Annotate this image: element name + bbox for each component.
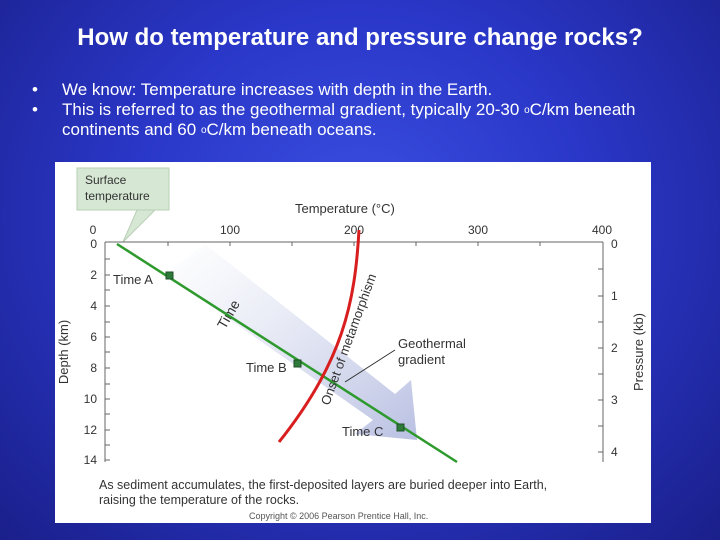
bullet-list: • We know: Temperature increases with de… [32,80,702,140]
depth-tick-label: 0 [90,237,97,251]
depth-tick-label: 8 [90,361,97,375]
depth-tick-label: 2 [90,268,97,282]
diagram-svg: Surface temperature Temperature (°C) 0 1… [56,167,646,521]
pressure-tick-label: 3 [611,393,618,407]
figure-panel: Surface temperature Temperature (°C) 0 1… [55,162,651,523]
pressure-axis-label: Pressure (kb) [631,313,646,391]
temp-tick-label: 100 [220,223,240,237]
callout-line-1: Surface [85,173,127,187]
point-time-a-marker [165,271,174,280]
bullet-text: We know: Temperature increases with dept… [62,80,493,99]
depth-tick-label: 6 [90,330,97,344]
temp-tick-label: 200 [344,223,364,237]
point-time-a-label: Time A [113,272,153,287]
caption-line-2: raising the temperature of the rocks. [99,493,299,507]
geothermal-label-2: gradient [398,352,445,367]
bullet-item: • We know: Temperature increases with de… [32,80,702,100]
bullet-text: This is referred to as the geothermal gr… [62,100,636,139]
temperature-axis-label: Temperature (°C) [295,201,395,216]
bullet-dot: • [32,100,38,119]
copyright-text: Copyright © 2006 Pearson Prentice Hall, … [249,511,428,521]
onset-of-metamorphism-curve [277,229,361,443]
depth-tick-label: 10 [84,392,98,406]
time-arrow [165,244,417,440]
callout-line-2: temperature [85,189,150,203]
geothermal-leader-line [344,349,396,383]
depth-tick-label: 12 [84,423,98,437]
pressure-tick-label: 2 [611,341,618,355]
bullet-item: • This is referred to as the geothermal … [32,100,702,140]
temp-tick-label: 400 [592,223,612,237]
point-time-c-label: Time C [342,424,383,439]
bullet-dot: • [32,80,38,99]
point-time-c-marker [396,423,405,432]
pressure-tick-label: 1 [611,289,618,303]
pressure-tick-label: 0 [611,237,618,251]
depth-tick-label: 4 [90,299,97,313]
point-time-b-marker [293,359,302,368]
surface-temperature-callout: Surface temperature [76,167,170,243]
temp-tick-label: 300 [468,223,488,237]
geothermal-label-1: Geothermal [398,336,466,351]
depth-axis-label: Depth (km) [56,320,71,384]
point-time-b-label: Time B [246,360,287,375]
caption-line-1: As sediment accumulates, the first-depos… [99,478,547,492]
slide-title: How do temperature and pressure change r… [77,24,643,51]
pressure-tick-label: 4 [611,445,618,459]
depth-tick-label: 14 [84,453,98,467]
temp-tick-label: 0 [90,223,97,237]
